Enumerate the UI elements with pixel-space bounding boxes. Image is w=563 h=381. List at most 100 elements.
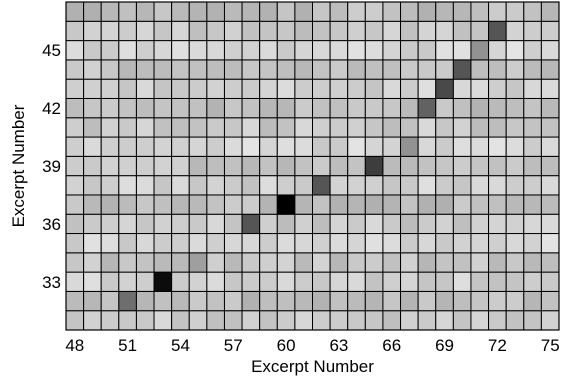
heatmap-cell [83, 78, 102, 99]
heatmap-cell [505, 252, 525, 273]
heatmap-cell [505, 155, 525, 177]
heatmap-cell [171, 194, 190, 215]
heatmap-cell [364, 252, 384, 273]
heatmap-cell [83, 1, 102, 22]
heatmap-cell [118, 40, 137, 61]
heatmap-cell [329, 136, 349, 157]
heatmap-cell [223, 175, 243, 196]
heatmap-cell [540, 59, 560, 80]
heatmap-cell [329, 213, 349, 235]
heatmap-cell [488, 59, 507, 80]
heatmap-cell [65, 40, 85, 61]
heatmap-cell [417, 20, 437, 42]
heatmap-cell [206, 194, 225, 215]
heatmap-cell [347, 252, 366, 273]
heatmap-cell [153, 233, 173, 254]
heatmap-cell [259, 1, 278, 22]
heatmap-cell [470, 213, 490, 235]
heatmap-cell [118, 194, 137, 215]
heatmap-cell [259, 59, 278, 80]
heatmap-cell [294, 310, 314, 331]
heatmap-cell [153, 252, 173, 273]
x-tick-label: 57 [224, 336, 243, 355]
heatmap-cell [276, 136, 296, 157]
heatmap-cell [188, 20, 208, 42]
heatmap-cell [206, 20, 225, 42]
heatmap-cell [470, 117, 490, 138]
heatmap-cell [435, 290, 454, 312]
heatmap-cell [488, 78, 507, 99]
heatmap-cell [523, 155, 542, 177]
heatmap-cell [118, 213, 137, 235]
heatmap-cell [276, 194, 296, 215]
heatmap-cell [83, 175, 102, 196]
heatmap-cell [523, 194, 542, 215]
heatmap-cell [223, 233, 243, 254]
heatmap-cell [276, 252, 296, 273]
heatmap-cell [206, 175, 225, 196]
heatmap-cell [312, 252, 331, 273]
heatmap-cell [294, 271, 314, 292]
heatmap-cell [435, 252, 454, 273]
heatmap-cell [65, 194, 85, 215]
heatmap-cell [435, 117, 454, 138]
heatmap-cell [400, 310, 419, 331]
heatmap-cell [470, 1, 490, 22]
heatmap-cell [241, 20, 261, 42]
heatmap-cell [188, 175, 208, 196]
heatmap-cell [118, 78, 137, 99]
heatmap-cell [188, 78, 208, 99]
heatmap-cell [100, 194, 120, 215]
heatmap-cell [188, 213, 208, 235]
heatmap-cell [83, 194, 102, 215]
heatmap-cell [83, 213, 102, 235]
heatmap-cell [206, 155, 225, 177]
heatmap-cell [294, 59, 314, 80]
heatmap-cell [118, 1, 137, 22]
heatmap-cell [294, 175, 314, 196]
heatmap-cell [400, 117, 419, 138]
heatmap-cell [400, 155, 419, 177]
heatmap-cell [65, 78, 85, 99]
heatmap-cell [259, 40, 278, 61]
heatmap-cell [188, 117, 208, 138]
heatmap-cell [259, 155, 278, 177]
heatmap-cell [505, 1, 525, 22]
heatmap-cell [100, 155, 120, 177]
heatmap-cell [417, 252, 437, 273]
heatmap-cell [400, 175, 419, 196]
heatmap-cell [206, 59, 225, 80]
heatmap-cell [223, 271, 243, 292]
heatmap-cell [153, 175, 173, 196]
heatmap-cell [470, 155, 490, 177]
heatmap-cell [452, 233, 472, 254]
heatmap-cell [206, 310, 225, 331]
heatmap-cell [100, 213, 120, 235]
heatmap-cell [135, 271, 155, 292]
heatmap-cell [171, 271, 190, 292]
heatmap-cell [118, 20, 137, 42]
heatmap-cell [135, 59, 155, 80]
heatmap-cell [100, 290, 120, 312]
heatmap-cell [135, 310, 155, 331]
heatmap-cell [118, 271, 137, 292]
heatmap-cell [294, 233, 314, 254]
heatmap-cell [540, 40, 560, 61]
heatmap-cell [452, 117, 472, 138]
heatmap-cell [540, 175, 560, 196]
x-axis-label: Excerpt Number [251, 357, 374, 376]
heatmap-cell [276, 97, 296, 119]
heatmap-cell [505, 20, 525, 42]
heatmap-cell [100, 233, 120, 254]
heatmap-cell [171, 290, 190, 312]
heatmap-cell [171, 20, 190, 42]
heatmap-cell [523, 78, 542, 99]
heatmap-cell [312, 310, 331, 331]
heatmap-cell [347, 117, 366, 138]
x-tick-label: 51 [118, 336, 137, 355]
heatmap-cell [83, 233, 102, 254]
heatmap-cell [206, 40, 225, 61]
heatmap-cell [135, 290, 155, 312]
heatmap-cell [223, 213, 243, 235]
